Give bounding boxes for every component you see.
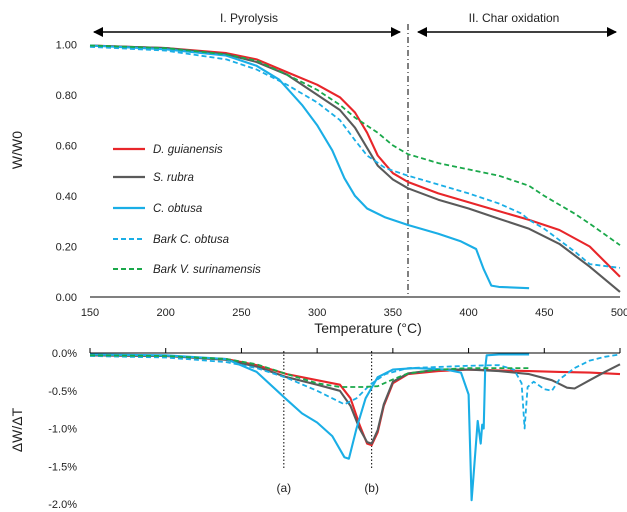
x-tick-label: 200 [157,307,175,319]
y-tick-label: 1.00 [56,39,77,51]
tga-series [89,44,621,293]
legend-item-c-obtusa: C. obtusa [113,203,202,215]
legend-label: C. obtusa [153,203,202,215]
dtg-series-bark-c-obtusa [89,353,621,430]
legend-item-d-guianensis: D. guianensis [113,144,223,156]
legend-label: Bark V. surinamensis [153,264,261,276]
phase-arrow-pyrolysis: I. Pyrolysis [93,11,401,37]
dtg-y-tick-label: 0.0% [52,348,77,360]
tga-series-s-rubra [89,44,621,293]
tga-series-d-guianensis [89,44,621,278]
dtg-y-tick-label: -1.5% [48,461,77,473]
legend-label: D. guianensis [153,144,223,156]
phase-arrow-char-oxidation: II. Char oxidation [417,11,617,37]
legend-item-s-rubra: S. rubra [113,172,194,184]
y-axis-title: W/W0 [9,131,25,169]
y-tick-label: 0.80 [56,90,77,102]
x-tick-label: 300 [308,307,326,319]
tga-panel: W/W0 Temperature (°C) 0.000.200.400.600.… [9,11,627,336]
x-tick-label: 400 [459,307,477,319]
annotation-label: (b) [364,481,379,495]
dtg-y-tick-label: -1.0% [48,424,77,436]
dtg-series-bark-v-surinamensis [89,354,530,388]
legend-item-bark-v-surinamensis: Bark V. surinamensis [113,264,261,276]
tga-series-c-obtusa [89,44,530,290]
dtg-y-tick-label: -2.0% [48,499,77,511]
x-tick-label: 500 [611,307,627,319]
phase-label-pyrolysis: I. Pyrolysis [220,11,278,25]
y-tick-label: 0.40 [56,191,77,203]
phase-label-char-oxidation: II. Char oxidation [469,11,560,25]
x-axis-title: Temperature (°C) [314,320,422,336]
dtg-y-axis-title: ΔW/ΔT [9,407,25,452]
x-tick-label: 250 [232,307,250,319]
dtg-series-s-rubra [89,354,621,445]
annotation-label: (a) [276,481,291,495]
legend: D. guianensis S. rubra C. obtusa Bark C.… [113,144,261,276]
dtg-y-tick-label: -0.5% [48,386,77,398]
dtg-series-c-obtusa [89,353,530,502]
legend-label: S. rubra [153,172,194,184]
dtg-panel: ΔW/ΔT 0.0% -0.5% -1.0% -1.5% -2.0% (a) (b) [9,348,621,511]
tga-series-bark-c-obtusa [89,45,621,269]
dtg-y-tick-labels: 0.0% -0.5% -1.0% -1.5% -2.0% [48,348,77,511]
dtg-series [89,353,621,502]
x-tick-labels: 150 200 250 300 350 400 450 500 [81,307,627,319]
dtg-annotations: (a) (b) [276,351,379,495]
tga-series-bark-v-surinamensis [89,44,621,246]
y-tick-labels: 0.00 0.20 0.40 0.60 0.80 1.00 [56,39,77,304]
y-tick-label: 0.60 [56,140,77,152]
legend-label: Bark C. obtusa [153,234,229,246]
legend-item-bark-c-obtusa: Bark C. obtusa [113,234,229,246]
x-tick-label: 150 [81,307,99,319]
y-tick-label: 0.00 [56,292,77,304]
y-tick-label: 0.20 [56,241,77,253]
x-tick-label: 350 [384,307,402,319]
dtg-x-tick-marks [89,348,621,353]
x-tick-label: 450 [535,307,553,319]
